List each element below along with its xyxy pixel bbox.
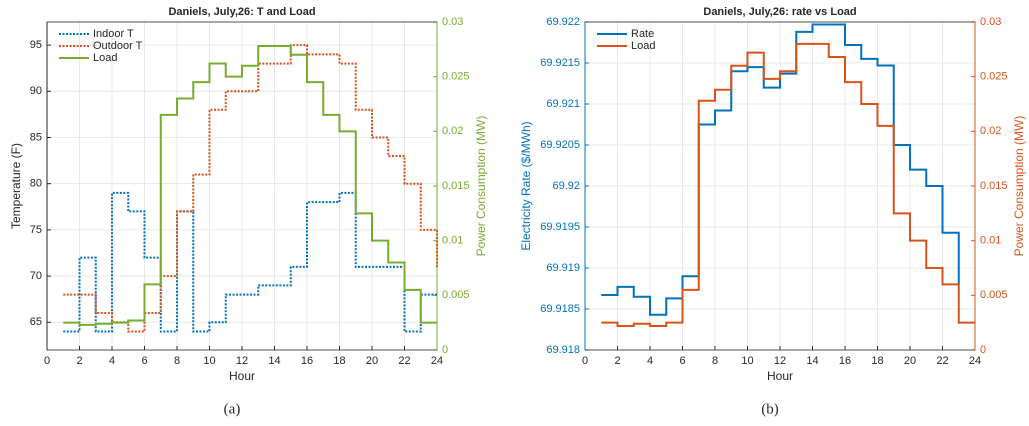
y-tick-label: 85: [30, 131, 42, 143]
x-tick-label: 6: [141, 355, 147, 367]
x-tick-label: 12: [774, 355, 786, 367]
x-tick-label: 16: [301, 355, 313, 367]
chart-title: Daniels, July,26: T and Load: [168, 6, 315, 18]
series-line: [63, 191, 437, 333]
y2-tick-label: 0.02: [442, 125, 463, 137]
x-axis-label: Hour: [229, 369, 255, 383]
x-tick-label: 20: [366, 355, 378, 367]
series-line: [63, 44, 438, 333]
caption: (a): [224, 401, 241, 417]
y2-tick-label: 0.025: [980, 71, 1008, 83]
y2-tick-label: 0.025: [442, 71, 470, 83]
x-tick-label: 12: [236, 355, 248, 367]
x-tick-label: 24: [969, 355, 981, 367]
y-tick-label: 70: [30, 270, 42, 282]
y2-tick-label: 0.015: [980, 180, 1008, 192]
y-tick-label: 69.918: [546, 344, 580, 356]
series-line: [63, 45, 437, 326]
y2-tick-label: 0.01: [442, 235, 463, 247]
x-tick-label: 4: [647, 355, 653, 367]
x-tick-label: 10: [741, 355, 753, 367]
x-tick-label: 24: [431, 355, 443, 367]
y2-tick-label: 0: [442, 344, 448, 356]
chart: 0 2 4 6 8 10 12 14 16 18 20 22 246570758085909500.00…: [9, 6, 488, 418]
chart-title: Daniels, July,26: rate vs Load: [703, 6, 856, 18]
y-tick-label: 90: [30, 85, 42, 97]
chart: 0 2 4 6 8 10 12 14 16 18 20 22 2469.91869.918569.919…: [519, 6, 1026, 418]
y-tick-label: 69.922: [546, 16, 580, 28]
x-tick-label: 8: [712, 355, 718, 367]
y-tick-label: 69.919: [546, 262, 580, 274]
series-line: [601, 42, 975, 327]
x-tick-label: 18: [871, 355, 883, 367]
y2-tick-label: 0.03: [980, 16, 1001, 28]
y-tick-label: 65: [30, 316, 42, 328]
y-axis-label: Temperature (F): [9, 143, 23, 229]
y-tick-label: 69.9185: [540, 303, 580, 315]
y-tick-label: 95: [30, 39, 42, 51]
y2-tick-label: 0.005: [442, 289, 470, 301]
y2-axis-label: Power Consumption (MW): [1012, 116, 1026, 257]
x-tick-label: 16: [839, 355, 851, 367]
y-tick-label: 69.9215: [540, 57, 580, 69]
caption: (b): [761, 401, 779, 417]
y-tick-label: 75: [30, 224, 42, 236]
y-tick-label: 69.9205: [540, 139, 580, 151]
x-tick-label: 14: [268, 355, 280, 367]
x-tick-label: 0: [582, 355, 588, 367]
legend-label: Load: [93, 52, 117, 64]
x-tick-label: 10: [203, 355, 215, 367]
x-tick-label: 22: [936, 355, 948, 367]
legend-label: Rate: [631, 28, 654, 40]
x-tick-label: 2: [76, 355, 82, 367]
y2-tick-label: 0: [980, 344, 986, 356]
legend-label: Outdoor T: [93, 40, 143, 52]
x-tick-label: 0: [44, 355, 50, 367]
x-tick-label: 22: [398, 355, 410, 367]
legend-label: Load: [631, 40, 655, 52]
legend-label: Indoor T: [93, 28, 134, 40]
x-tick-label: 2: [614, 355, 620, 367]
y2-tick-label: 0.01: [980, 235, 1001, 247]
y2-tick-label: 0.03: [442, 16, 463, 28]
y-tick-label: 69.92: [552, 180, 580, 192]
y2-tick-label: 0.02: [980, 125, 1001, 137]
x-tick-label: 4: [109, 355, 115, 367]
y-tick-label: 80: [30, 178, 42, 190]
y-axis-label: Electricity Rate ($/MWh): [519, 121, 533, 250]
y-tick-label: 69.921: [546, 98, 580, 110]
x-tick-label: 18: [333, 355, 345, 367]
y2-axis-label: Power Consumption (MW): [474, 116, 488, 257]
x-tick-label: 14: [806, 355, 818, 367]
series-line: [601, 23, 960, 316]
y2-tick-label: 0.015: [442, 180, 470, 192]
x-tick-label: 6: [679, 355, 685, 367]
x-tick-label: 8: [174, 355, 180, 367]
y-tick-label: 69.9195: [540, 221, 580, 233]
y2-tick-label: 0.005: [980, 289, 1008, 301]
x-axis-label: Hour: [767, 369, 793, 383]
x-tick-label: 20: [904, 355, 916, 367]
